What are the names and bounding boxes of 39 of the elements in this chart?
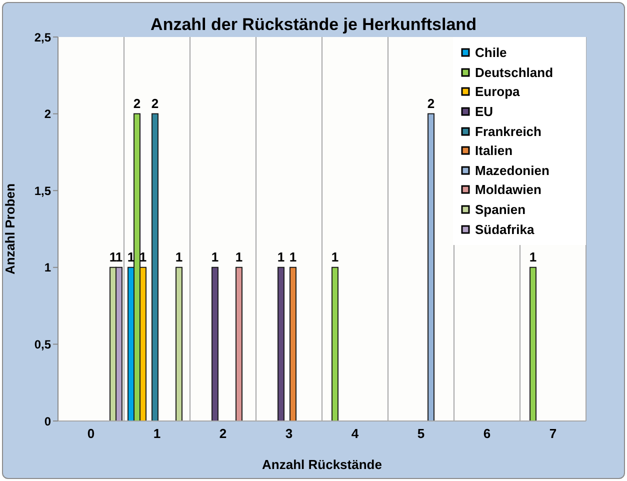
legend-label: EU [475, 104, 494, 120]
y-tick-label: 2 [44, 107, 52, 122]
data-label: 2 [427, 96, 435, 111]
data-label: 2 [133, 96, 141, 111]
data-label: 1 [211, 249, 219, 264]
data-label: 1 [235, 249, 243, 264]
data-label: 1 [115, 249, 123, 264]
x-tick-label: 0 [87, 426, 95, 442]
legend-label: Frankreich [475, 124, 542, 139]
x-tick-label: 1 [153, 426, 161, 442]
data-label: 1 [277, 249, 285, 264]
data-label: 1 [331, 249, 339, 264]
data-label: 1 [175, 249, 183, 264]
legend-label: Moldawien [475, 182, 542, 198]
data-label: 2 [151, 96, 159, 111]
data-label: 1 [109, 249, 117, 264]
x-tick-label: 5 [417, 426, 425, 442]
y-tick-label: 1,5 [34, 184, 52, 198]
x-tick-label: 4 [351, 426, 360, 442]
legend-label: Chile [475, 45, 507, 60]
legend-label: Europa [475, 84, 520, 100]
x-tick-label: 6 [483, 426, 491, 442]
y-tick-label: 2,5 [34, 30, 52, 44]
legend-label: Italien [475, 143, 513, 158]
legend-label: Spanien [475, 202, 526, 218]
data-label: 1 [529, 249, 537, 264]
x-axis-title: Anzahl Rückstände [262, 457, 382, 472]
legend-label: Mazedonien [475, 162, 550, 178]
x-tick-label: 2 [219, 426, 227, 442]
chart-title: Anzahl der Rückstände je Herkunftsland [150, 15, 476, 34]
y-tick-label: 0,5 [34, 337, 52, 352]
x-tick-label: 7 [549, 426, 557, 442]
y-axis-title: Anzahl Proben [2, 183, 18, 275]
legend-label: Südafrika [475, 222, 534, 237]
legend-label: Deutschland [475, 64, 554, 80]
y-tick-label: 0 [44, 414, 52, 428]
x-tick-label: 3 [285, 426, 293, 442]
y-tick-label: 1 [44, 260, 52, 275]
data-label: 1 [289, 249, 297, 264]
